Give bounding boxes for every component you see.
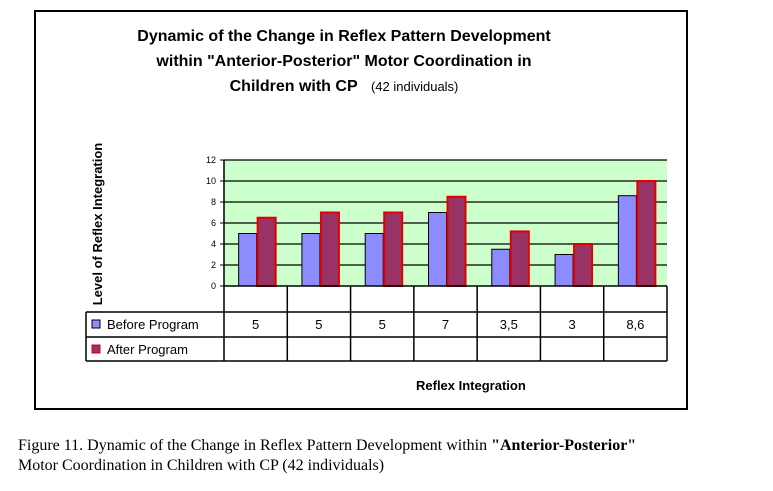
bar-before-program (301, 233, 321, 287)
legend-label: Before Program (107, 317, 199, 332)
data-label: 5 (315, 317, 322, 332)
legend-swatch (91, 319, 101, 329)
data-label: 3,5 (500, 317, 518, 332)
data-label: 5 (379, 317, 386, 332)
legend-label: After Program (107, 342, 188, 357)
data-label: 8,6 (626, 317, 644, 332)
caption-suffix: Motor Coordination in Children with CP (… (18, 457, 385, 474)
chart-title: Dynamic of the Change in Reflex Pattern … (36, 24, 652, 99)
bar-before-program (428, 212, 447, 287)
y-tick-label: 6 (211, 218, 216, 228)
bar-before-program (364, 233, 384, 287)
chart-subtitle: (42 individuals) (370, 79, 459, 94)
y-tick-label: 10 (206, 176, 216, 186)
data-label: 5 (252, 317, 259, 332)
bar-before-program (554, 254, 574, 287)
y-tick-label: 8 (211, 197, 216, 207)
caption-prefix: Figure 11. Dynamic of the Change in Refl… (18, 437, 492, 454)
x-axis-label: Reflex Integration (416, 378, 526, 393)
bar-after-program (319, 211, 340, 287)
bar-before-program (238, 233, 258, 287)
bar-after-program (509, 230, 530, 287)
chart-title-line-2: within "Anterior-Posterior" Motor Coordi… (156, 53, 532, 70)
data-label: 7 (442, 317, 449, 332)
bar-before-program (617, 195, 637, 287)
legend-swatch (91, 344, 101, 354)
chart-title-line-3-text: Children with CP (229, 78, 358, 95)
y-tick-label: 2 (211, 260, 216, 270)
bar-after-program (636, 180, 657, 287)
bar-after-program (446, 195, 467, 287)
y-tick-label: 12 (206, 155, 216, 165)
bar-before-program (491, 248, 511, 287)
y-tick-label: 4 (211, 239, 216, 249)
figure-caption: Figure 11. Dynamic of the Change in Refl… (18, 436, 768, 476)
chart-title-line-1: Dynamic of the Change in Reflex Pattern … (137, 28, 551, 45)
bar-after-program (573, 243, 594, 287)
y-tick-label: 0 (211, 281, 216, 291)
bar-after-program (383, 211, 404, 287)
caption-bold: "Anterior-Posterior" (491, 437, 637, 454)
bar-after-program (256, 216, 277, 287)
chart-title-line-3: Children with CP (42 individuals) (36, 74, 652, 99)
data-label: 3 (568, 317, 575, 332)
